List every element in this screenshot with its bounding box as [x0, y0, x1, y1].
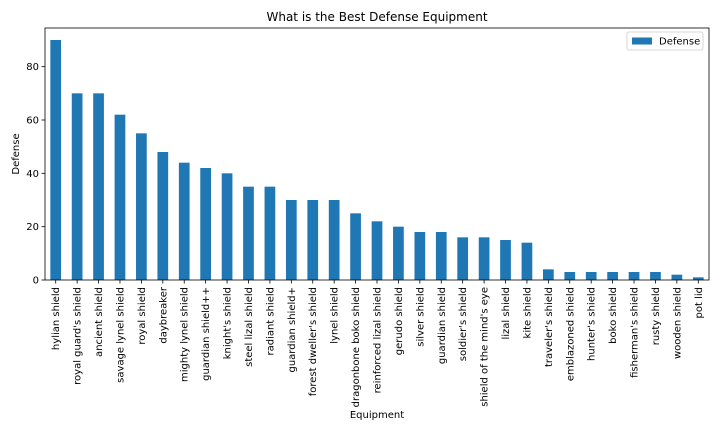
x-tick-label-9: steel lizal shield	[244, 287, 255, 367]
bar-3	[114, 114, 126, 280]
legend-box	[626, 31, 704, 51]
bar-24	[564, 272, 576, 280]
legend-swatch	[632, 37, 652, 45]
x-tick-label-6: mighty lynel shield	[180, 287, 191, 382]
x-tick-label-15: reinforced lizal shield	[373, 287, 384, 393]
y-tick-label-4: 80	[26, 62, 39, 73]
bar-7	[200, 168, 211, 280]
x-tick-label-23: traveler's shield	[544, 287, 555, 367]
bar-12	[307, 200, 319, 280]
x-axis-label: Equipment	[350, 410, 404, 421]
x-tick-label-18: guardian shield	[437, 287, 448, 364]
x-tick-label-12: forest dweller's shield	[308, 287, 319, 396]
x-tick-label-11: guardian shield+	[287, 287, 298, 373]
bar-16	[393, 226, 404, 280]
x-tick-label-22: kite shield	[522, 287, 533, 338]
bar-28	[650, 272, 661, 280]
bars-layer	[50, 40, 704, 280]
x-tick-label-24: emblazoned shield	[565, 287, 576, 381]
legend: Defense	[626, 31, 704, 51]
bar-6	[178, 162, 190, 280]
x-tick-label-21: lizal shield	[501, 287, 512, 340]
bar-18	[435, 232, 447, 280]
x-tick-label-2: ancient shield	[94, 287, 105, 357]
x-tick-label-19: soldier's shield	[458, 287, 469, 361]
x-tick-label-13: lynel shield	[330, 287, 341, 344]
x-tick-label-29: wooden shield	[672, 287, 683, 359]
bar-10	[264, 186, 276, 280]
bar-11	[285, 200, 297, 280]
bar-1	[71, 93, 83, 280]
bar-4	[136, 133, 147, 280]
bar-0	[50, 40, 62, 280]
bar-5	[157, 152, 169, 280]
chart-title: What is the Best Defense Equipment	[266, 10, 487, 24]
x-tick-label-25: hunter's shield	[587, 287, 598, 361]
bar-14	[350, 213, 361, 280]
x-tick-label-4: royal shield	[137, 287, 148, 345]
x-tick-label-17: silver shield	[415, 287, 426, 347]
x-tick-label-10: radiant shield	[265, 287, 276, 356]
bar-17	[414, 232, 426, 280]
y-axis-label: Defense	[11, 133, 22, 174]
x-tick-label-20: shield of the mind's eye	[480, 287, 491, 407]
y-tick-label-0: 0	[33, 276, 39, 287]
axes-layer: 0 20 40 60 80 hylian shield royal guard's shie…	[26, 27, 710, 407]
bar-30	[692, 277, 704, 280]
y-tick-label-3: 60	[26, 116, 39, 127]
x-tick-label-16: gerudo shield	[394, 287, 405, 355]
legend-label: Defense	[659, 37, 700, 48]
bar-25	[585, 272, 597, 280]
x-tick-label-3: savage lynel shield	[115, 287, 126, 383]
bar-13	[328, 200, 340, 280]
bar-8	[221, 173, 233, 280]
x-tick-label-28: rusty shield	[651, 287, 662, 345]
x-tick-label-7: guardian shield++	[201, 287, 212, 381]
x-tick-label-27: fisherman's shield	[630, 287, 641, 378]
bar-29	[671, 274, 683, 280]
x-tick-label-26: boko shield	[608, 287, 619, 344]
x-tick-label-5: daybreaker	[158, 286, 169, 344]
bar-22	[521, 242, 533, 280]
bar-19	[457, 237, 469, 280]
y-tick-label-1: 20	[26, 222, 39, 233]
y-tick-label-2: 40	[26, 169, 39, 180]
x-tick-label-1: royal guard's shield	[73, 287, 84, 385]
bar-20	[478, 237, 490, 280]
x-tick-label-14: dragonbone boko shield	[351, 287, 362, 407]
bar-23	[543, 269, 554, 280]
x-tick-label-0: hylian shield	[51, 287, 62, 350]
bar-27	[628, 272, 640, 280]
bar-15	[371, 221, 383, 280]
x-tick-label-30: pot lid	[694, 287, 705, 318]
bar-21	[500, 240, 511, 280]
bar-26	[607, 272, 618, 280]
x-tick-label-8: knight's shield	[223, 287, 234, 359]
bar-2	[93, 93, 104, 280]
bar-9	[243, 186, 254, 280]
